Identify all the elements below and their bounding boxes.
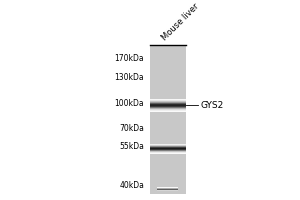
- Bar: [150, 106, 186, 107]
- Bar: [150, 108, 186, 109]
- Bar: [150, 107, 186, 108]
- Bar: [150, 101, 186, 102]
- Text: 40kDa: 40kDa: [119, 181, 144, 190]
- Bar: [150, 100, 186, 101]
- Text: 170kDa: 170kDa: [114, 54, 144, 63]
- Text: 55kDa: 55kDa: [119, 142, 144, 151]
- Bar: [150, 99, 186, 100]
- Bar: [150, 105, 186, 106]
- Text: 100kDa: 100kDa: [114, 99, 144, 108]
- Text: 70kDa: 70kDa: [119, 124, 144, 133]
- Bar: [150, 109, 186, 110]
- Bar: [150, 102, 186, 103]
- Text: GYS2: GYS2: [201, 101, 224, 110]
- Text: Mouse liver: Mouse liver: [160, 1, 201, 42]
- Bar: [150, 111, 186, 112]
- Bar: [150, 103, 186, 104]
- Text: 130kDa: 130kDa: [114, 73, 144, 82]
- Bar: [150, 45, 186, 194]
- Bar: [150, 104, 186, 105]
- Bar: [150, 110, 186, 111]
